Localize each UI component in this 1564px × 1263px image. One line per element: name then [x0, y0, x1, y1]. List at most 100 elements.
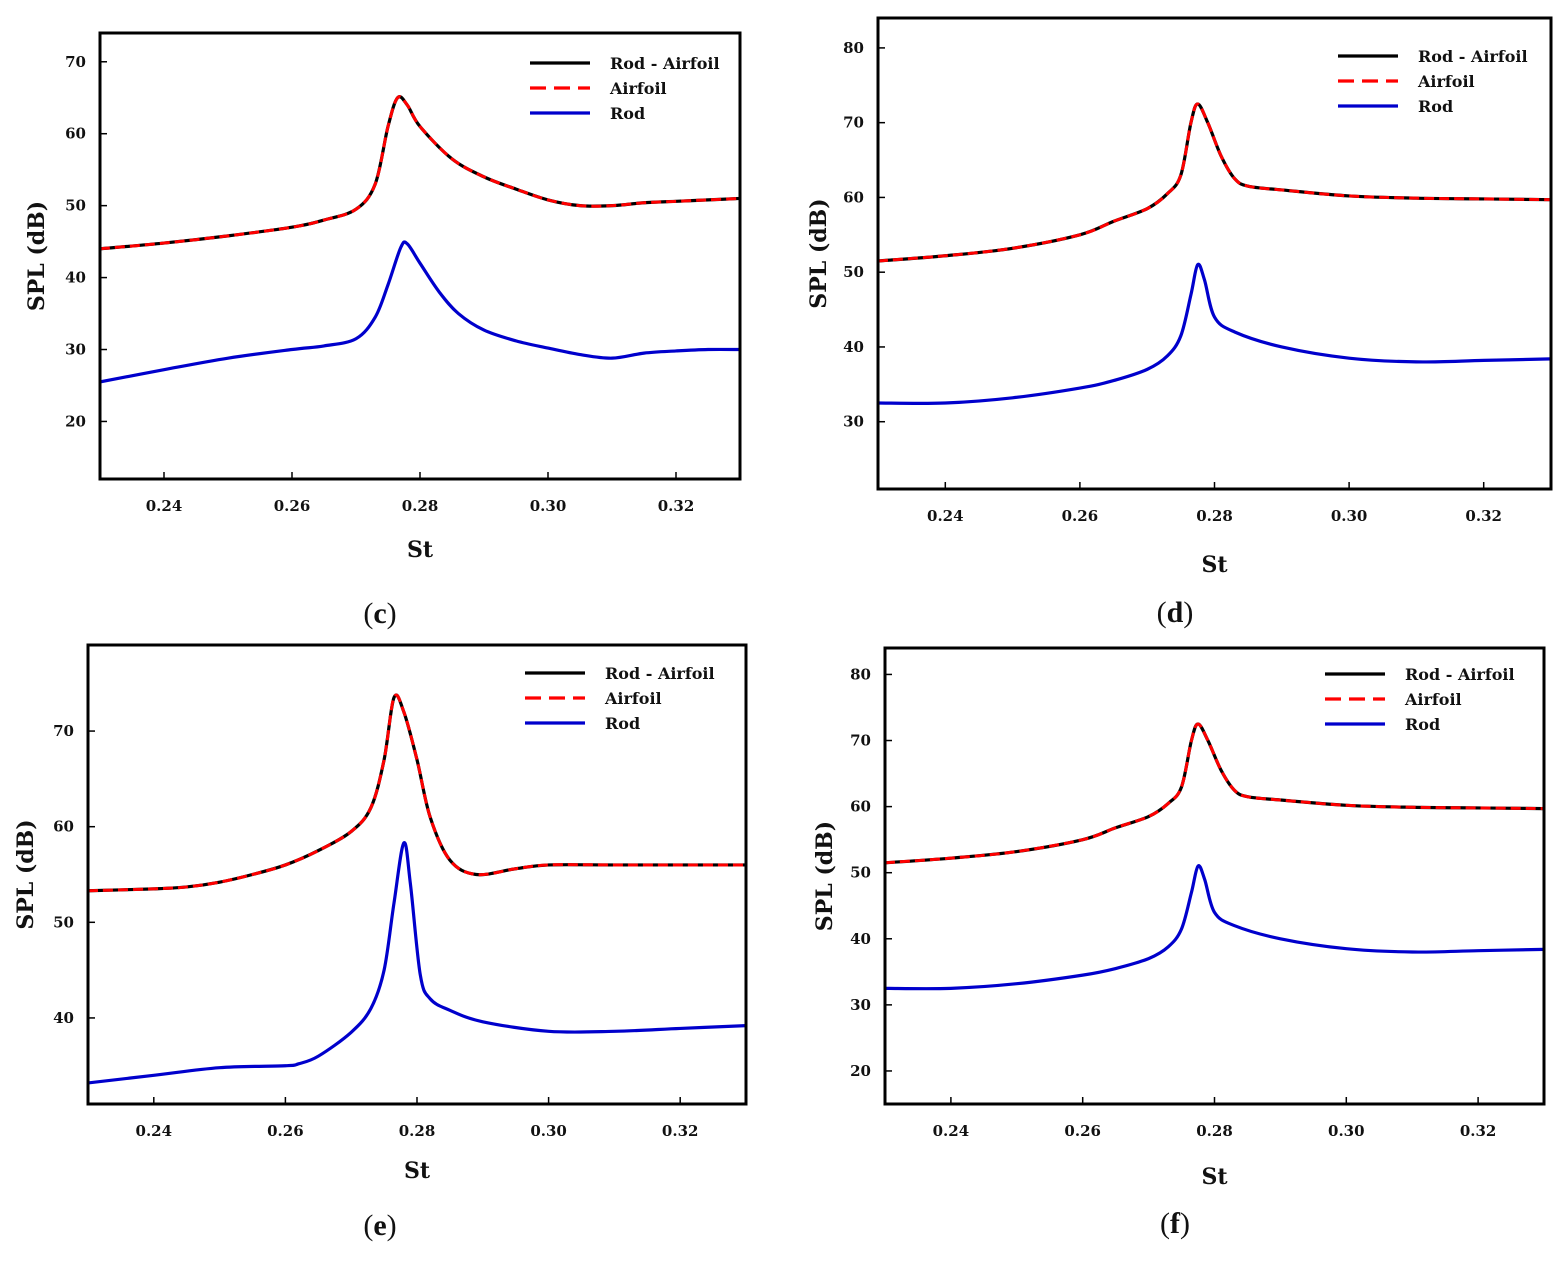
y-tick-label: 50: [53, 913, 74, 931]
y-tick-label: 20: [850, 1062, 871, 1080]
y-tick-label: 60: [53, 818, 74, 836]
legend: Rod - Airfoil Airfoil Rod: [1325, 665, 1515, 734]
x-tick-label: 0.28: [1196, 1122, 1233, 1140]
y-tick-label: 70: [850, 732, 871, 750]
legend-label: Airfoil: [604, 689, 662, 708]
caption-close-paren: ): [387, 597, 397, 630]
caption-letter: e: [373, 1209, 386, 1242]
x-tick-label: 0.30: [1328, 1122, 1365, 1140]
legend-label: Rod - Airfoil: [1405, 665, 1515, 684]
series-line-airfoil: [885, 722, 1544, 865]
caption-close-paren: ): [1183, 596, 1193, 629]
legend-label: Rod - Airfoil: [610, 54, 720, 73]
plot-frame: [883, 646, 1546, 1106]
y-tick-label: 70: [843, 114, 864, 132]
series-line-rod-airfoil: [885, 722, 1544, 865]
x-axis-label: St: [1201, 552, 1228, 578]
y-tick-label: 70: [53, 722, 74, 740]
series-line-rod-airfoil: [88, 693, 746, 893]
y-tick-label: 80: [843, 39, 864, 57]
legend-label: Airfoil: [1404, 690, 1462, 709]
y-tick-label: 80: [850, 665, 871, 683]
legend-label: Rod - Airfoil: [605, 664, 715, 683]
caption-open-paren: (: [363, 597, 373, 630]
caption-open-paren: (: [1157, 596, 1167, 629]
y-tick-label: 30: [65, 341, 86, 359]
y-tick-label: 30: [843, 413, 864, 431]
series-line-rod: [88, 841, 746, 1085]
legend-label: Airfoil: [609, 79, 667, 98]
x-tick-label: 0.28: [402, 497, 439, 515]
x-tick-label: 0.32: [658, 497, 695, 515]
legend-label: Airfoil: [1417, 72, 1475, 91]
y-tick-label: 30: [850, 996, 871, 1014]
x-tick-label: 0.24: [146, 497, 183, 515]
x-tick-label: 0.32: [1465, 507, 1502, 525]
x-tick-label: 0.30: [1331, 507, 1368, 525]
caption-open-paren: (: [363, 1209, 373, 1242]
y-tick-label: 40: [850, 930, 871, 948]
x-tick-label: 0.26: [267, 1122, 304, 1140]
legend-label: Rod: [605, 714, 640, 733]
x-tick-label: 0.24: [927, 507, 964, 525]
y-tick-label: 40: [53, 1009, 74, 1027]
plot-frame: [86, 643, 748, 1106]
legend-label: Rod: [610, 104, 645, 123]
y-tick-label: 50: [843, 263, 864, 281]
y-axis-label: SPL (dB): [806, 198, 832, 308]
x-tick-label: 0.30: [530, 497, 567, 515]
y-axis-label: SPL (dB): [13, 819, 39, 929]
x-tick-label: 0.28: [399, 1122, 436, 1140]
y-tick-label: 40: [843, 338, 864, 356]
x-tick-label: 0.24: [136, 1122, 173, 1140]
panel-caption: (d): [1157, 596, 1194, 629]
chart-panel-c: 0.24 0.26 0.28 0.30 0.32 20 30 40 50 60 70 St SPL (d…: [24, 31, 742, 630]
panel-caption: (f): [1160, 1207, 1190, 1240]
y-tick-label: 60: [843, 188, 864, 206]
legend-label: Rod: [1405, 715, 1440, 734]
x-axis-label: St: [407, 537, 434, 563]
y-tick-label: 40: [65, 269, 86, 287]
chart-panel-e: 0.24 0.26 0.28 0.30 0.32 40 50 60 70 St SPL (dB) Ro…: [13, 643, 748, 1242]
x-tick-label: 0.26: [274, 497, 311, 515]
series-line-rod-airfoil: [878, 102, 1551, 263]
y-tick-label: 20: [65, 412, 86, 430]
panel-caption: (e): [363, 1209, 396, 1242]
x-tick-label: 0.30: [530, 1122, 567, 1140]
x-tick-label: 0.26: [1062, 507, 1099, 525]
x-tick-label: 0.26: [1064, 1122, 1101, 1140]
chart-panel-f: 0.24 0.26 0.28 0.30 0.32 20 30 40 50 60 70 80 St SPL …: [812, 646, 1546, 1240]
series-line-rod: [885, 864, 1544, 991]
caption-open-paren: (: [1160, 1207, 1170, 1240]
legend-label: Rod - Airfoil: [1418, 47, 1528, 66]
caption-letter: f: [1170, 1207, 1181, 1240]
series-line-rod: [878, 262, 1551, 406]
caption-close-paren: ): [387, 1209, 397, 1242]
y-tick-label: 70: [65, 53, 86, 71]
y-axis-label: SPL (dB): [812, 821, 838, 931]
x-axis-label: St: [1201, 1164, 1228, 1190]
series-line-rod-airfoil: [100, 95, 740, 251]
legend: Rod - Airfoil Airfoil Rod: [530, 54, 720, 123]
x-tick-label: 0.32: [1460, 1122, 1497, 1140]
legend: Rod - Airfoil Airfoil Rod: [1338, 47, 1528, 116]
y-tick-label: 60: [65, 125, 86, 143]
caption-close-paren: ): [1180, 1207, 1190, 1240]
caption-letter: d: [1167, 596, 1184, 629]
x-tick-label: 0.24: [933, 1122, 970, 1140]
y-tick-label: 60: [850, 798, 871, 816]
panel-caption: (c): [363, 597, 396, 630]
x-tick-label: 0.32: [662, 1122, 699, 1140]
plot-frame: [98, 31, 742, 481]
legend-label: Rod: [1418, 97, 1453, 116]
caption-letter: c: [373, 597, 386, 630]
y-tick-label: 50: [65, 197, 86, 215]
y-axis-label: SPL (dB): [24, 201, 50, 311]
series-line-airfoil: [878, 102, 1551, 263]
series-line-rod: [100, 240, 740, 384]
legend: Rod - Airfoil Airfoil Rod: [525, 664, 715, 733]
chart-panel-d: 0.24 0.26 0.28 0.30 0.32 30 40 50 60 70 80 St SPL (d…: [806, 16, 1553, 629]
y-tick-label: 50: [850, 864, 871, 882]
x-axis-label: St: [404, 1158, 431, 1184]
